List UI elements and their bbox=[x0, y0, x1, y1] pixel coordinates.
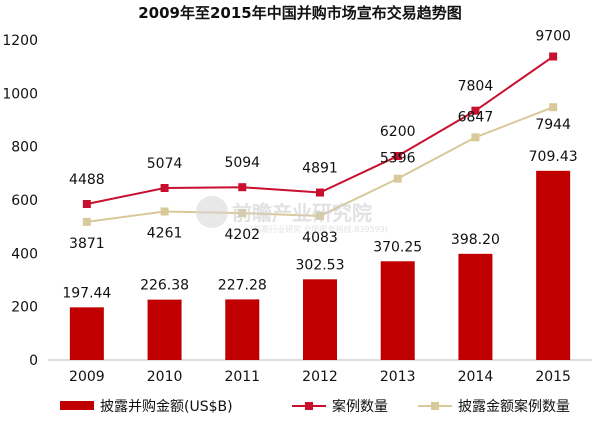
marker-case-count bbox=[393, 152, 402, 160]
legend-marker-disclosed-case-count bbox=[431, 402, 439, 410]
bar-disclosed-amount bbox=[147, 299, 182, 360]
bar-data-label: 398.20 bbox=[451, 232, 500, 248]
marker-disclosed-case-count bbox=[160, 207, 169, 216]
marker-disclosed-case-count bbox=[238, 209, 247, 218]
bar-disclosed-amount bbox=[536, 170, 571, 360]
x-tick-label: 2010 bbox=[147, 369, 183, 385]
y-tick-label: 1200 bbox=[2, 33, 38, 49]
bar-data-label: 226.38 bbox=[140, 278, 189, 294]
bar-data-label: 302.53 bbox=[296, 257, 345, 273]
bar-data-label: 709.43 bbox=[529, 149, 578, 165]
bar-data-label: 197.44 bbox=[62, 285, 111, 301]
x-tick-label: 2011 bbox=[224, 369, 260, 385]
marker-disclosed-case-count bbox=[316, 212, 324, 220]
x-tick-label: 2015 bbox=[535, 369, 571, 385]
watermark: 前瞻产业研究院 (前瞻行业研究 全国服务热线:839599) bbox=[196, 196, 388, 234]
line-data-label: 5396 bbox=[380, 151, 416, 167]
watermark-subtext: (前瞻行业研究 全国服务热线:839599) bbox=[250, 224, 388, 234]
y-tick-label: 600 bbox=[11, 193, 38, 209]
marker-case-count bbox=[316, 188, 324, 197]
bar-data-label: 227.28 bbox=[218, 277, 267, 293]
legend-label-bar: 披露并购金额(US$B) bbox=[100, 399, 233, 415]
line-data-label: 4261 bbox=[147, 225, 183, 241]
line-data-label: 5094 bbox=[224, 155, 260, 171]
legend-marker-case-count bbox=[305, 402, 313, 410]
bar-disclosed-amount bbox=[303, 279, 337, 360]
line-data-label: 4488 bbox=[69, 172, 105, 188]
watermark-logo-icon bbox=[196, 196, 228, 228]
marker-disclosed-case-count bbox=[549, 103, 558, 112]
x-tick-label: 2009 bbox=[69, 369, 105, 385]
y-tick-label: 400 bbox=[11, 246, 38, 262]
line-data-label: 7944 bbox=[535, 117, 571, 133]
legend-swatch-bar bbox=[60, 401, 94, 410]
line-data-label: 4202 bbox=[224, 227, 260, 243]
x-tick-label: 2014 bbox=[458, 369, 494, 385]
y-tick-label: 0 bbox=[29, 353, 38, 369]
marker-case-count bbox=[549, 52, 558, 61]
bar-data-label: 370.25 bbox=[373, 239, 422, 255]
watermark-text: 前瞻产业研究院 bbox=[232, 201, 372, 225]
bar-disclosed-amount bbox=[225, 299, 260, 360]
x-tick-label: 2013 bbox=[380, 369, 416, 385]
line-data-label: 6847 bbox=[458, 109, 494, 125]
y-tick-label: 200 bbox=[11, 300, 38, 316]
marker-case-count bbox=[82, 200, 91, 208]
bar-disclosed-amount bbox=[69, 307, 104, 360]
y-tick-label: 1000 bbox=[2, 86, 38, 102]
x-tick-label: 2012 bbox=[302, 369, 338, 385]
bar-disclosed-amount bbox=[458, 253, 493, 360]
line-data-label: 9700 bbox=[535, 29, 571, 45]
bar-disclosed-amount bbox=[380, 261, 415, 360]
y-tick-label: 800 bbox=[11, 140, 38, 156]
marker-case-count bbox=[238, 183, 247, 192]
chart-title: 2009年至2015年中国并购市场宣布交易趋势图 bbox=[138, 4, 462, 22]
line-data-label: 4083 bbox=[302, 230, 338, 246]
marker-disclosed-case-count bbox=[393, 174, 402, 183]
legend-label-disclosed-case-count: 披露金额案例数量 bbox=[458, 398, 570, 415]
line-data-label: 7804 bbox=[458, 79, 494, 95]
line-data-label: 5074 bbox=[147, 156, 183, 172]
marker-disclosed-case-count bbox=[471, 133, 480, 142]
line-data-label: 3871 bbox=[69, 236, 105, 252]
line-data-label: 6200 bbox=[380, 124, 416, 140]
legend-label-case-count: 案例数量 bbox=[332, 398, 388, 415]
line-data-label: 4891 bbox=[302, 161, 338, 177]
marker-case-count bbox=[160, 184, 169, 192]
marker-disclosed-case-count bbox=[82, 217, 91, 226]
marker-case-count bbox=[471, 106, 480, 115]
